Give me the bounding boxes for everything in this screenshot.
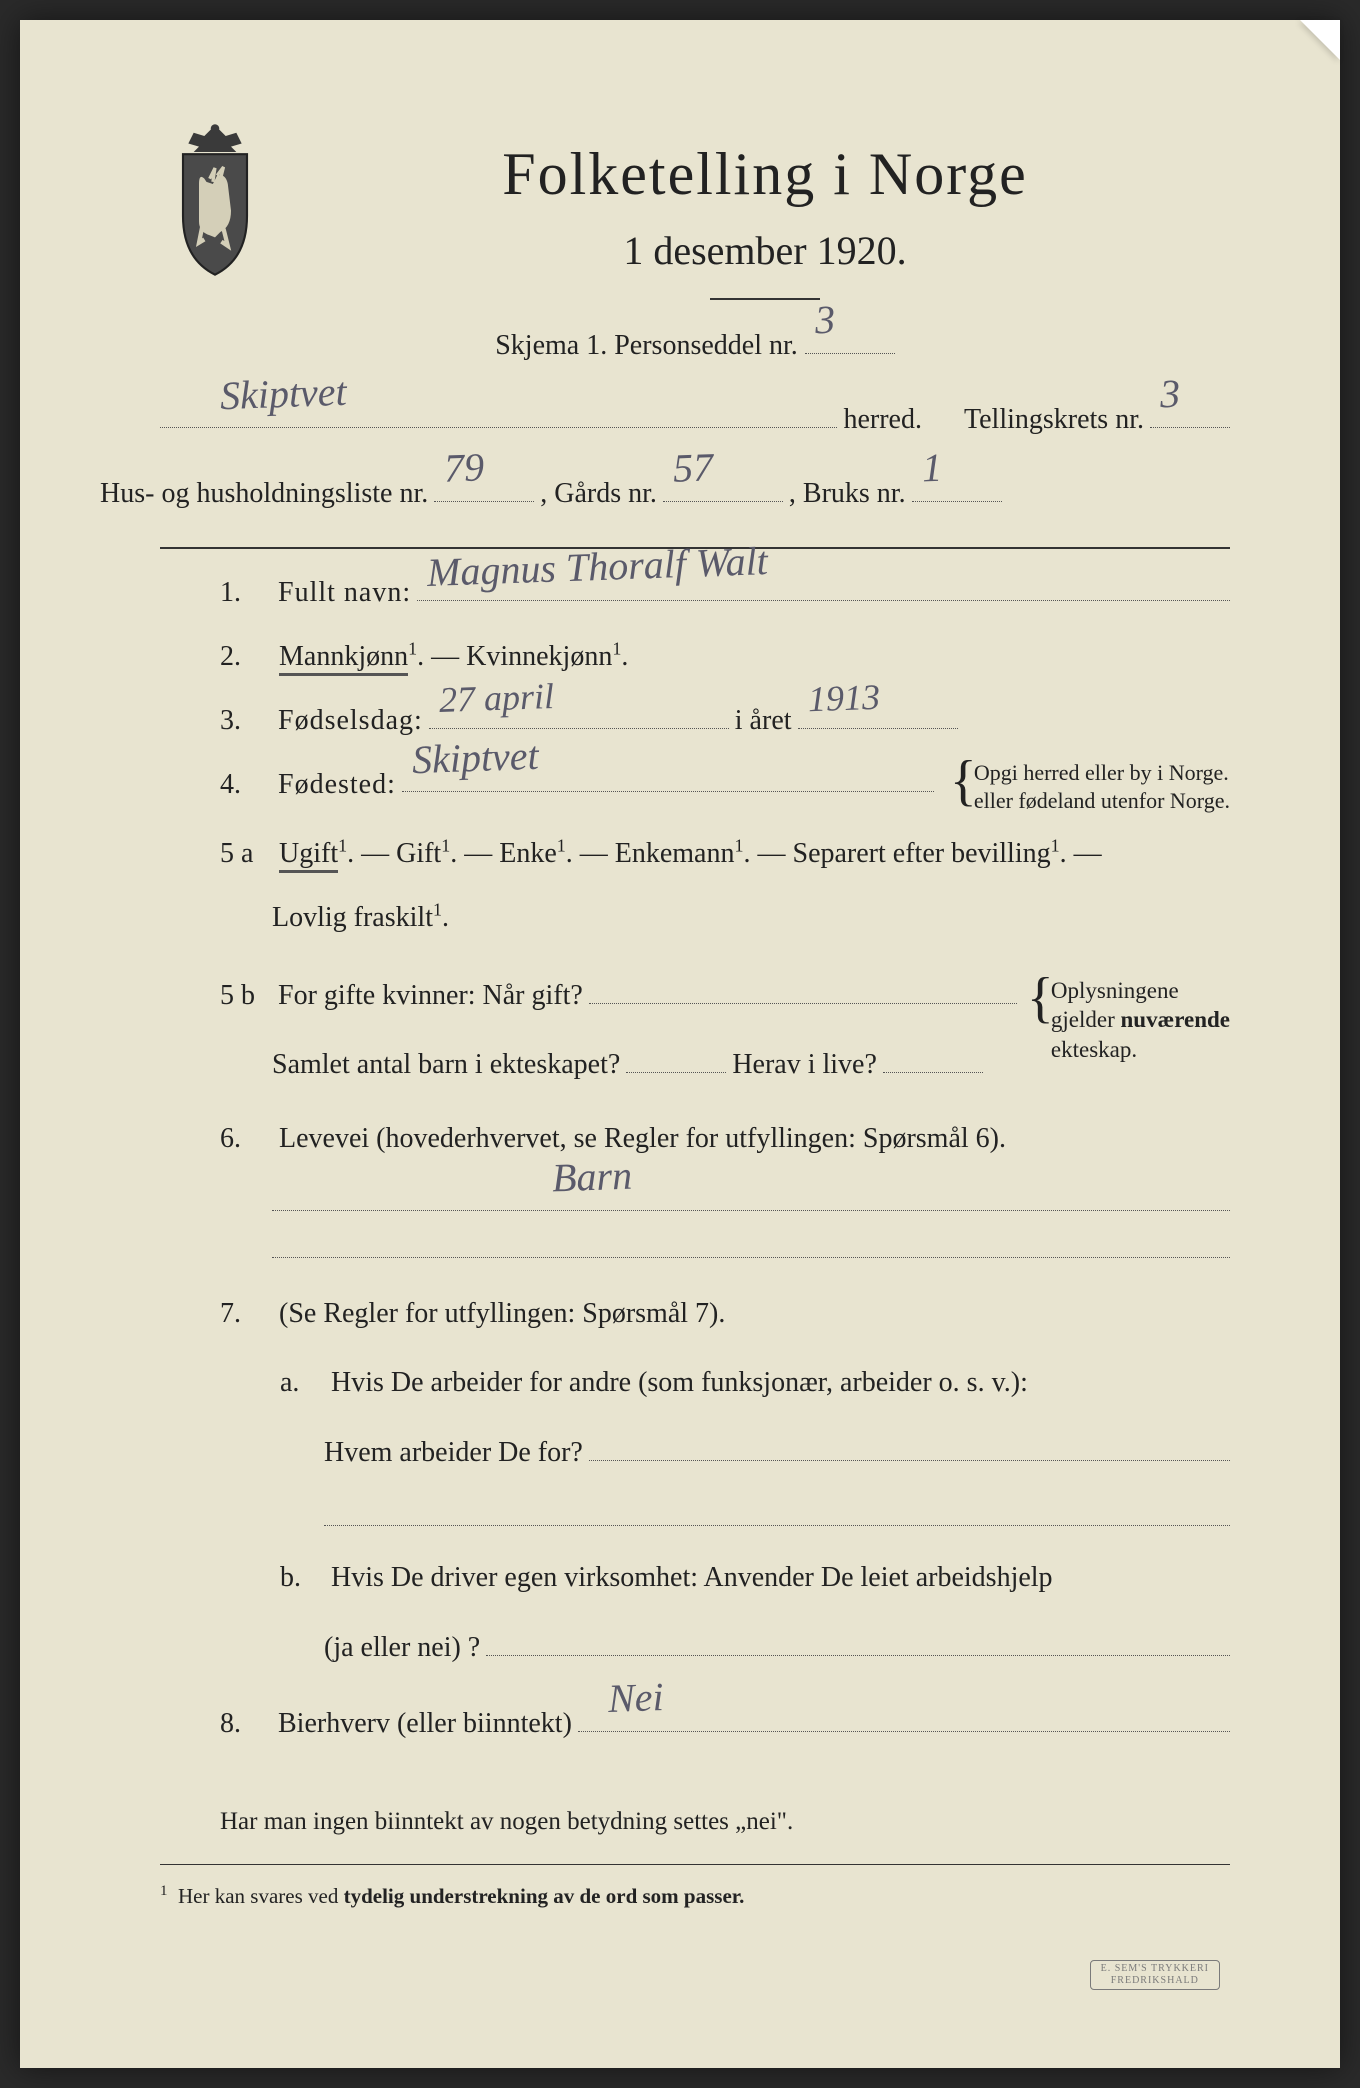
q4-note: Opgi herred eller by i Norge. eller føde… (950, 759, 1230, 816)
title-rule (710, 298, 820, 300)
footnote-marker: 1 (160, 1883, 168, 1899)
krets-label: Tellingskrets nr. (964, 394, 1144, 446)
q5b-l2a: Samlet antal barn i ekteskapet? (272, 1039, 620, 1091)
q5a-opt4: Separert efter bevilling (793, 838, 1051, 869)
q6-label: Levevei (hovederhvervet, se Regler for u… (279, 1123, 1006, 1154)
bruk-label: , Bruks nr. (789, 468, 906, 520)
q5b-l1a: For gifte kvinner: Når gift? (278, 970, 583, 1022)
q5b-note: Oplysningene gjelder nuværende ekteskap. (1027, 976, 1230, 1066)
q1-num: 1. (220, 567, 272, 619)
q7b-l1: Hvis De driver egen virksomhet: Anvender… (331, 1562, 1053, 1593)
q2: 2. Mannkjønn1. — Kvinnekjønn1. (160, 631, 1230, 683)
q4-note-l1: Opgi herred eller by i Norge. (974, 760, 1229, 785)
q4-label: Fødested: (278, 759, 396, 811)
footnote-text: Her kan svares ved tydelig understreknin… (178, 1884, 744, 1908)
q7-num: 7. (220, 1288, 272, 1340)
q1-label: Fullt navn: (278, 567, 411, 619)
q5a-opt3: Enkemann (615, 838, 735, 869)
q5a-opt0: Ugift (279, 838, 338, 873)
q5b-num: 5 b (220, 970, 272, 1022)
herred-value: Skiptvet (219, 355, 348, 433)
q8-num: 8. (220, 1698, 272, 1750)
gard-label: , Gårds nr. (540, 468, 657, 520)
q1: 1. Fullt navn: Magnus Thoralf Walt (160, 567, 1230, 619)
q7a: a. Hvis De arbeider for andre (som funks… (160, 1357, 1230, 1409)
herred-label: herred. (843, 394, 922, 446)
krets-value: 3 (1159, 356, 1182, 431)
q3-year: 1913 (806, 664, 880, 733)
q7a-l1: Hvis De arbeider for andre (som funksjon… (331, 1367, 1028, 1398)
q5b-note-l1: Oplysningene (1051, 978, 1179, 1003)
q6-value-row: Barn (160, 1177, 1230, 1211)
q3: 3. Fødselsdag: 27 april i året 1913 (160, 695, 1230, 747)
form-body: Skjema 1. Personseddel nr. 3 Skiptvet he… (160, 320, 1230, 1915)
q5b-note-l3: ekteskap. (1051, 1037, 1137, 1062)
q6-num: 6. (220, 1113, 272, 1165)
footnote: 1 Her kan svares ved tydelig understrekn… (160, 1877, 1230, 1916)
printer-stamp: E. SEM'S TRYKKERI FREDRIKSHALD (1090, 1960, 1220, 1990)
bruk-value: 1 (920, 430, 943, 505)
main-title: Folketelling i Norge (300, 140, 1230, 209)
bottom-note-text: Har man ingen biinntekt av nogen betydni… (220, 1808, 793, 1835)
q7a-num: a. (280, 1357, 324, 1409)
q4: 4. Fødested: Skiptvet Opgi herred eller … (160, 759, 1230, 816)
q6-blank-line (272, 1257, 1230, 1258)
q5a-line2: Lovlig fraskilt1. (160, 892, 1230, 944)
q6-value: Barn (551, 1138, 634, 1215)
q7a-blank-line (324, 1525, 1230, 1526)
title-block: Folketelling i Norge 1 desember 1920. (300, 120, 1230, 300)
q5a-opt2: Enke (499, 838, 557, 869)
subtitle: 1 desember 1920. (300, 227, 1230, 274)
q1-value: Magnus Thoralf Walt (426, 524, 769, 610)
q6: 6. Levevei (hovederhvervet, se Regler fo… (160, 1113, 1230, 1165)
q7b-num: b. (280, 1552, 324, 1604)
q5b: 5 b For gifte kvinner: Når gift? Samlet … (160, 970, 1230, 1092)
q5b-note-l2: gjelder nuværende (1051, 1007, 1230, 1032)
q3-mid: i året (735, 695, 792, 747)
q5a-opt1: Gift (396, 838, 441, 869)
stamp-l2: FREDRIKSHALD (1111, 1975, 1199, 1986)
list-line: Hus- og husholdningsliste nr. 79 , Gårds… (100, 468, 1230, 520)
q7: 7. (Se Regler for utfyllingen: Spørsmål … (160, 1288, 1230, 1340)
q3-num: 3. (220, 695, 272, 747)
q5b-l2b: Herav i live? (732, 1039, 877, 1091)
q5a-num: 5 a (220, 828, 272, 880)
coat-of-arms-icon (160, 120, 270, 280)
q8-label: Bierhverv (eller biinntekt) (278, 1698, 572, 1750)
q5a: 5 a Ugift1. — Gift1. — Enke1. — Enkemann… (160, 828, 1230, 880)
list-label: Hus- og husholdningsliste nr. (100, 468, 428, 520)
q2-opt1: Mannkjønn (279, 641, 408, 676)
q7a-l2-label: Hvem arbeider De for? (324, 1427, 583, 1479)
q4-num: 4. (220, 759, 272, 811)
q8: 8. Bierhverv (eller biinntekt) Nei (160, 1698, 1230, 1750)
q3-label: Fødselsdag: (278, 695, 423, 747)
q7b-l2-label: (ja eller nei) ? (324, 1622, 480, 1674)
q5b-left: 5 b For gifte kvinner: Når gift? Samlet … (220, 970, 1017, 1092)
q2-num: 2. (220, 631, 272, 683)
q7a-l2: Hvem arbeider De for? (160, 1427, 1230, 1479)
q5a-l2: Lovlig fraskilt (272, 902, 433, 933)
gard-value: 57 (672, 430, 715, 505)
bottom-note: Har man ingen biinntekt av nogen betydni… (160, 1799, 1230, 1845)
list-value: 79 (443, 430, 486, 505)
census-form-page: Folketelling i Norge 1 desember 1920. Sk… (20, 20, 1340, 2068)
q4-value: Skiptvet (411, 719, 540, 797)
q4-note-l2: eller fødeland utenfor Norge. (974, 788, 1230, 813)
q7b: b. Hvis De driver egen virksomhet: Anven… (160, 1552, 1230, 1604)
header: Folketelling i Norge 1 desember 1920. (160, 120, 1230, 300)
footnote-rule (160, 1864, 1230, 1865)
q7-intro: (Se Regler for utfyllingen: Spørsmål 7). (279, 1298, 725, 1329)
schema-label: Skjema 1. Personseddel nr. (495, 330, 798, 361)
q7b-l2: (ja eller nei) ? (160, 1622, 1230, 1674)
q8-value: Nei (607, 1660, 665, 1736)
stamp-l1: E. SEM'S TRYKKERI (1101, 1963, 1209, 1974)
personseddel-nr: 3 (813, 283, 836, 358)
